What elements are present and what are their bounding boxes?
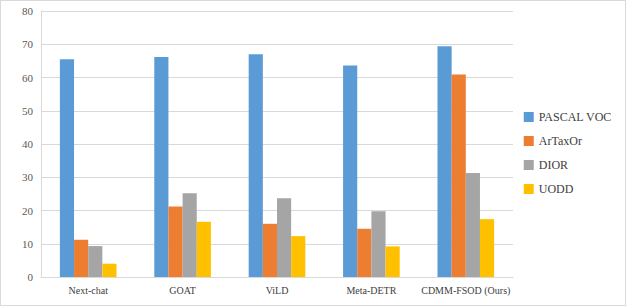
- svg-text:40: 40: [22, 138, 34, 150]
- svg-text:Meta-DETR: Meta-DETR: [346, 285, 396, 296]
- svg-text:GOAT: GOAT: [169, 285, 196, 296]
- svg-text:ViLD: ViLD: [266, 285, 289, 296]
- svg-text:20: 20: [22, 205, 34, 217]
- svg-text:60: 60: [22, 72, 34, 84]
- svg-text:30: 30: [22, 171, 34, 183]
- svg-text:10: 10: [22, 238, 34, 250]
- svg-text:80: 80: [22, 5, 34, 17]
- svg-text:70: 70: [22, 38, 34, 50]
- svg-text:DIOR: DIOR: [539, 158, 568, 172]
- svg-text:0: 0: [28, 271, 34, 283]
- svg-text:UODD: UODD: [539, 182, 574, 196]
- svg-text:CDMM-FSOD (Ours): CDMM-FSOD (Ours): [421, 285, 510, 297]
- svg-text:50: 50: [22, 105, 34, 117]
- svg-text:Next-chat: Next-chat: [68, 285, 108, 296]
- svg-text:PASCAL VOC: PASCAL VOC: [539, 110, 612, 124]
- svg-text:ArTaxOr: ArTaxOr: [539, 134, 582, 148]
